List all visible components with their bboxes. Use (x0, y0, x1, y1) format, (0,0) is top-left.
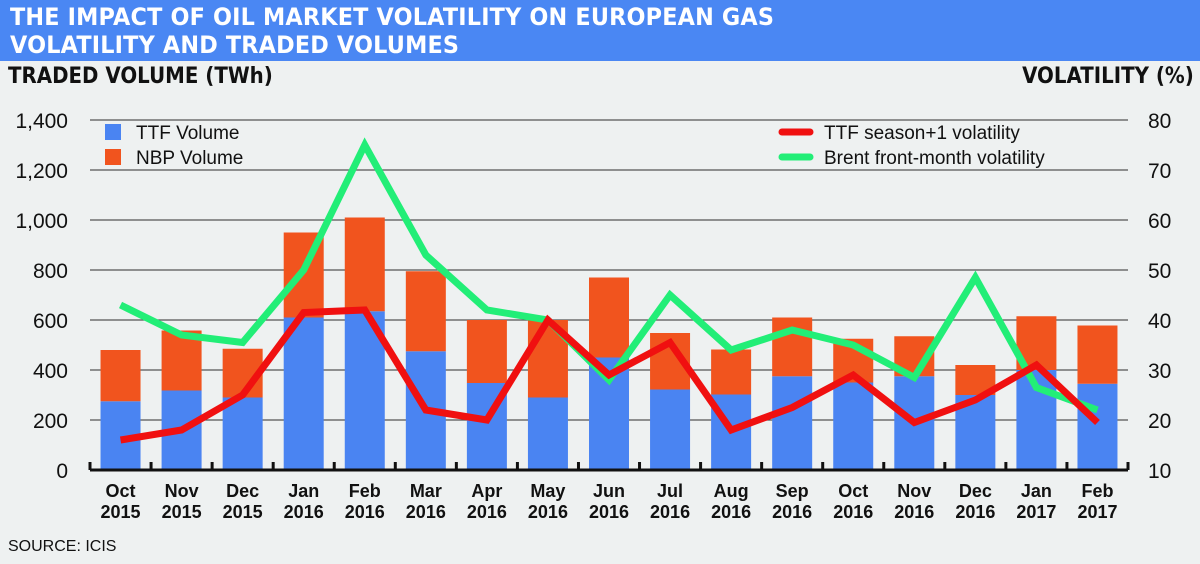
bar-nbp-volume (711, 349, 752, 395)
x-tick-label-month: Oct (106, 481, 136, 501)
chart-title: THE IMPACT OF OIL MARKET VOLATILITY ON E… (10, 3, 775, 59)
y2-tick-label: 70 (1148, 160, 1171, 183)
x-tick-label-year: 2017 (1016, 502, 1056, 522)
x-tick-label-month: Oct (838, 481, 868, 501)
x-tick-label-month: Jan (1021, 481, 1052, 501)
y2-axis-title: VOLATILITY (%) (1022, 64, 1194, 89)
bar-nbp-volume (466, 320, 507, 383)
legend-swatch (105, 149, 121, 165)
y-tick-label: 1,200 (15, 160, 68, 183)
x-tick-label-year: 2016 (711, 502, 751, 522)
x-tick-label-month: Feb (349, 481, 381, 501)
x-tick-label-month: Jul (657, 481, 683, 501)
legend-label: NBP Volume (136, 148, 243, 169)
y-tick-label: 1,000 (15, 210, 68, 233)
x-tick-label-year: 2016 (406, 502, 446, 522)
x-tick-label-year: 2016 (284, 502, 324, 522)
x-tick-label-month: May (530, 481, 565, 501)
bar-nbp-volume (405, 271, 446, 352)
x-tick-label-month: Dec (226, 481, 259, 501)
x-tick-label-year: 2017 (1077, 502, 1117, 522)
source-note: SOURCE: ICIS (8, 538, 117, 555)
x-tick-label-month: Aug (714, 481, 749, 501)
x-tick-label-year: 2015 (223, 502, 263, 522)
x-tick-label-year: 2015 (162, 502, 202, 522)
x-tick-label-month: Nov (165, 481, 199, 501)
legend-label: TTF season+1 volatility (824, 123, 1020, 144)
x-tick-label-year: 2016 (894, 502, 934, 522)
bar-nbp-volume (161, 330, 202, 391)
x-tick-label-year: 2016 (589, 502, 629, 522)
x-tick-label-month: Jun (593, 481, 625, 501)
bar-ttf-volume (833, 382, 874, 470)
x-tick-label-year: 2016 (467, 502, 507, 522)
x-tick-label-month: Jan (288, 481, 319, 501)
x-tick-label-year: 2016 (833, 502, 873, 522)
y2-tick-label: 50 (1148, 260, 1171, 283)
bar-ttf-volume (772, 376, 813, 470)
x-tick-label-month: Feb (1081, 481, 1113, 501)
bar-nbp-volume (772, 317, 813, 377)
y2-tick-label: 10 (1148, 460, 1171, 483)
x-tick-label-year: 2016 (528, 502, 568, 522)
y2-tick-label: 20 (1148, 410, 1171, 433)
x-tick-label-month: Nov (897, 481, 931, 501)
legend-label: TTF Volume (136, 123, 239, 144)
y-tick-label: 1,400 (15, 110, 68, 133)
x-tick-label-month: Sep (776, 481, 809, 501)
bar-ttf-volume (1077, 383, 1118, 470)
legend-swatch (105, 124, 121, 140)
x-tick-label-month: Dec (959, 481, 992, 501)
bar-nbp-volume (589, 277, 629, 358)
bar-ttf-volume (650, 389, 691, 470)
y2-tick-label: 60 (1148, 210, 1171, 233)
legend-label: Brent front-month volatility (824, 148, 1045, 169)
bar-ttf-volume (283, 317, 324, 470)
x-tick-label-year: 2016 (650, 502, 690, 522)
bar-nbp-volume (100, 350, 141, 402)
bar-nbp-volume (344, 217, 385, 312)
y-tick-label: 600 (33, 310, 68, 333)
x-tick-label-year: 2016 (345, 502, 385, 522)
x-tick-label-year: 2016 (772, 502, 812, 522)
x-tick-label-month: Mar (410, 481, 442, 501)
bar-nbp-volume (1077, 325, 1118, 384)
y2-tick-label: 40 (1148, 310, 1171, 333)
y-tick-label: 400 (33, 360, 68, 383)
y-tick-label: 200 (33, 410, 68, 433)
y-tick-label: 0 (56, 460, 68, 483)
y-axis-title: TRADED VOLUME (TWh) (8, 64, 273, 89)
y2-tick-label: 30 (1148, 360, 1171, 383)
x-tick-label-year: 2016 (955, 502, 995, 522)
y2-tick-label: 80 (1148, 110, 1171, 133)
title-banner: THE IMPACT OF OIL MARKET VOLATILITY ON E… (0, 0, 1200, 61)
bar-ttf-volume (222, 397, 263, 470)
x-tick-label-month: Apr (471, 481, 502, 501)
y-tick-label: 800 (33, 260, 68, 283)
bar-ttf-volume (527, 397, 568, 470)
x-tick-label-year: 2015 (101, 502, 141, 522)
